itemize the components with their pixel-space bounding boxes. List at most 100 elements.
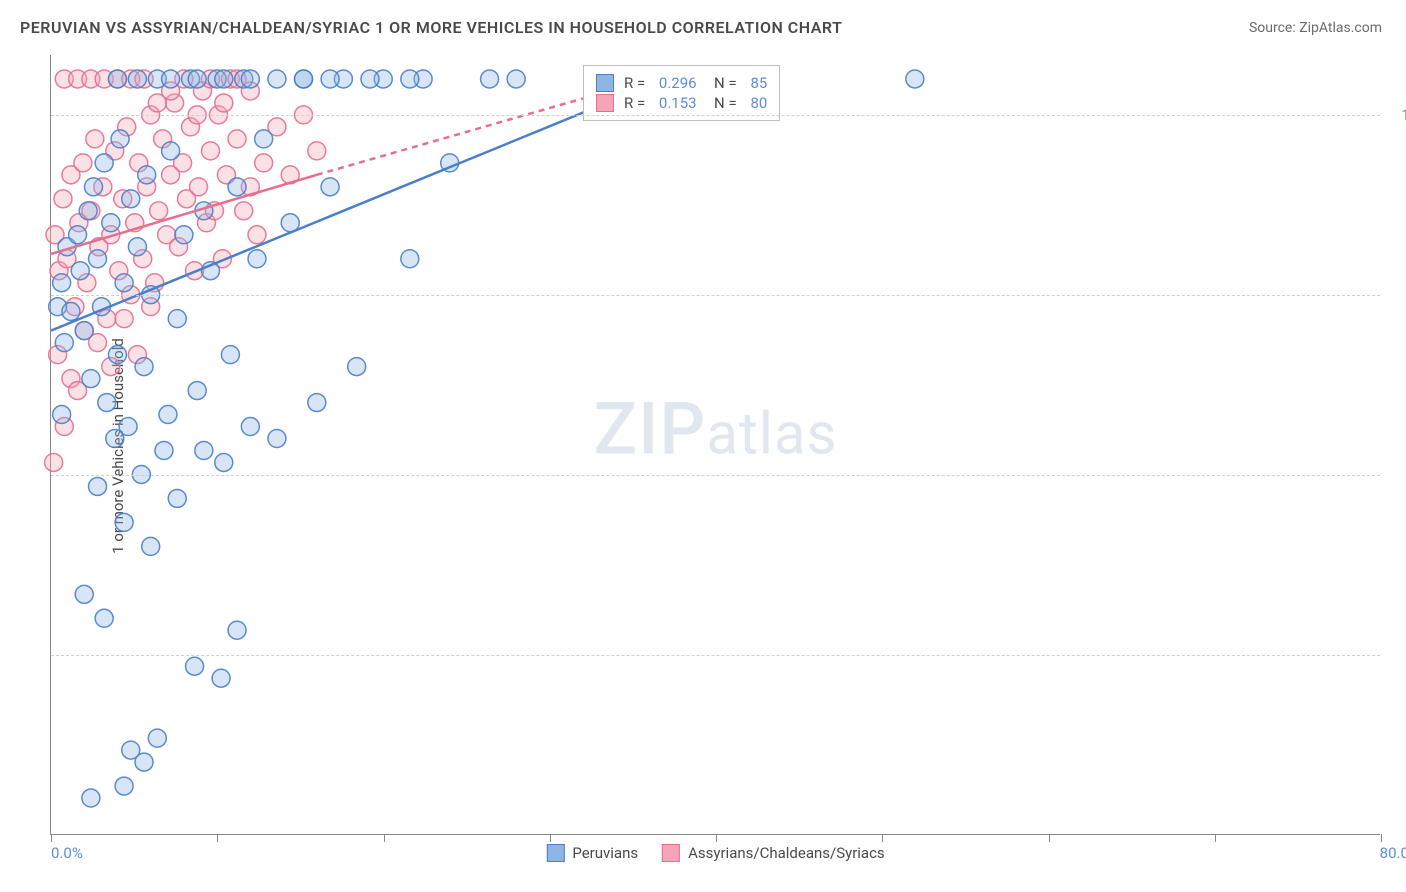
scatter-point [401, 250, 419, 268]
scatter-point [321, 70, 339, 88]
grid-line [51, 475, 1380, 476]
legend-label-2: Assyrians/Chaldeans/Syriacs [688, 844, 885, 862]
scatter-point [138, 166, 156, 184]
scatter-point [215, 70, 233, 88]
scatter-point [95, 609, 113, 627]
scatter-point [108, 70, 126, 88]
scatter-point [135, 358, 153, 376]
x-tick [384, 834, 385, 842]
scatter-point [215, 453, 233, 471]
x-tick [1215, 834, 1216, 842]
scatter-point [228, 178, 246, 196]
scatter-point [248, 226, 266, 244]
scatter-point [85, 178, 103, 196]
scatter-point [71, 262, 89, 280]
chart-title: PERUVIAN VS ASSYRIAN/CHALDEAN/SYRIAC 1 O… [20, 18, 842, 37]
legend-swatch-1 [546, 844, 564, 862]
scatter-point [115, 777, 133, 795]
x-tick [882, 834, 883, 842]
x-tick [217, 834, 218, 842]
scatter-point [54, 190, 72, 208]
scatter-point [241, 70, 259, 88]
scatter-point [89, 250, 107, 268]
scatter-point [150, 202, 168, 220]
stats-box: R = 0.296 N = 85 R = 0.153 N = 80 [583, 65, 780, 121]
scatter-point [401, 70, 419, 88]
scatter-point [235, 202, 253, 220]
chart-container: PERUVIAN VS ASSYRIAN/CHALDEAN/SYRIAC 1 O… [0, 0, 1406, 892]
x-tick [1381, 834, 1382, 842]
scatter-point [175, 226, 193, 244]
scatter-point [186, 657, 204, 675]
legend-swatch-2 [662, 844, 680, 862]
scatter-point [228, 130, 246, 148]
plot-svg [51, 55, 1380, 834]
grid-line [51, 295, 1380, 296]
scatter-point [268, 430, 286, 448]
scatter-point [98, 394, 116, 412]
x-tick [716, 834, 717, 842]
scatter-point [75, 322, 93, 340]
scatter-point [195, 442, 213, 460]
scatter-point [74, 154, 92, 172]
stats-n-1: 85 [750, 74, 767, 92]
scatter-point [148, 729, 166, 747]
scatter-point [162, 142, 180, 160]
y-tick-label: 92.5% [1390, 286, 1406, 304]
scatter-point [55, 334, 73, 352]
scatter-point [95, 154, 113, 172]
scatter-point [115, 274, 133, 292]
x-tick [550, 834, 551, 842]
scatter-point [255, 130, 273, 148]
scatter-point [188, 70, 206, 88]
stats-r-1: 0.296 [659, 74, 697, 92]
scatter-point [162, 70, 180, 88]
scatter-point [53, 274, 71, 292]
stats-row-2: R = 0.153 N = 80 [596, 94, 767, 112]
stats-n-2: 80 [750, 94, 767, 112]
scatter-point [62, 302, 80, 320]
plot-area: ZIPatlas R = 0.296 N = 85 R = 0.153 N = … [50, 55, 1380, 835]
scatter-point [241, 418, 259, 436]
x-tick [1049, 834, 1050, 842]
scatter-point [308, 394, 326, 412]
stats-swatch-1 [596, 74, 614, 92]
scatter-point [221, 346, 239, 364]
x-tick-label-left: 0.0% [51, 844, 83, 862]
scatter-point [115, 513, 133, 531]
scatter-point [122, 190, 140, 208]
stats-swatch-2 [596, 94, 614, 112]
scatter-point [89, 477, 107, 495]
scatter-point [79, 202, 97, 220]
scatter-point [106, 430, 124, 448]
y-tick-label: 77.5% [1390, 646, 1406, 664]
legend-item-1: Peruvians [546, 844, 638, 862]
scatter-point [159, 406, 177, 424]
scatter-point [69, 226, 87, 244]
scatter-point [135, 753, 153, 771]
x-tick [51, 834, 52, 842]
legend-bottom: Peruvians Assyrians/Chaldeans/Syriacs [546, 844, 884, 862]
legend-item-2: Assyrians/Chaldeans/Syriacs [662, 844, 885, 862]
scatter-point [45, 453, 63, 471]
scatter-point [507, 70, 525, 88]
x-tick-label-right: 80.0% [1380, 844, 1406, 862]
scatter-point [268, 70, 286, 88]
legend-label-1: Peruvians [572, 844, 638, 862]
scatter-point [53, 406, 71, 424]
scatter-point [82, 370, 100, 388]
scatter-point [168, 310, 186, 328]
scatter-point [361, 70, 379, 88]
scatter-point [481, 70, 499, 88]
stats-n-label: N = [707, 74, 741, 92]
scatter-point [102, 214, 120, 232]
scatter-point [142, 537, 160, 555]
scatter-point [168, 489, 186, 507]
scatter-point [321, 178, 339, 196]
scatter-point [248, 250, 266, 268]
grid-line [51, 115, 1380, 116]
scatter-point [190, 178, 208, 196]
scatter-point [111, 130, 129, 148]
source-label: Source: ZipAtlas.com [1249, 20, 1382, 36]
scatter-point [228, 621, 246, 639]
